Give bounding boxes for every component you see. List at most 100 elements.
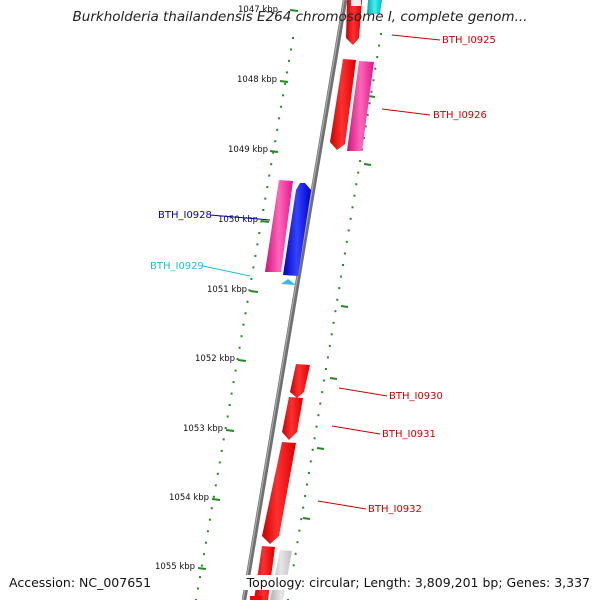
track-dot [338,287,341,290]
gene-label-BTH_I0925[interactable]: BTH_I0925 [442,35,496,46]
gene-labels: BTH_I0925 BTH_I0926 BTH_I0928 BTH_I0929 … [150,35,496,515]
track-dot [238,346,241,349]
track-dot [199,576,201,579]
track-dot [326,356,329,359]
tick-label-1047: 1047 kbp [238,5,278,15]
map-title: Burkholderia thailandensis E264 chromoso… [72,9,528,25]
tick-label-1051: 1051 kbp [207,285,247,295]
gene-BTH_I0928-pink[interactable] [265,180,293,272]
track-dot [345,240,348,243]
track-dot [319,402,322,405]
gene-bottom-red-2[interactable] [250,596,262,600]
gene-cyan-partial[interactable] [367,0,382,14]
track-dot [226,415,229,418]
track-dot [376,56,379,59]
gene-features [250,0,382,600]
track-dot [240,335,243,338]
track-dot [370,90,373,93]
tick-mark [211,498,221,501]
track-dot [288,59,290,62]
track-dot [342,264,344,266]
track-dot [234,369,237,372]
track-dot [332,321,335,324]
track-dot [307,471,310,474]
track-dot [313,437,316,440]
track-dot [204,541,207,544]
track-dot [224,427,227,429]
track-dot [256,243,259,246]
gene-BTH_I0930-arrow[interactable] [290,364,310,398]
track-dot [368,102,371,105]
track-dot [315,425,318,428]
track-dot [228,404,231,406]
tick-mark [260,220,270,223]
track-dot [330,333,333,336]
track-dot [270,163,273,166]
track-dot [294,552,297,555]
track-dot [258,232,261,234]
track-dot [306,483,308,486]
gene-gray-partial[interactable] [351,0,361,6]
tick-label-1049: 1049 kbp [228,145,268,155]
track-dot [311,448,314,451]
tick-label-1054: 1054 kbp [169,493,209,503]
track-dot [282,94,285,97]
track-dot [242,323,245,326]
gene-label-BTH_I0926[interactable]: BTH_I0926 [433,110,487,121]
track-dot [304,495,307,497]
tick-mark [225,429,235,432]
tick-mark [279,80,289,83]
track-dot [220,449,223,452]
track-dot [264,197,267,200]
gene-BTH_I0925-arrow[interactable] [346,0,362,45]
track-dot [212,495,215,498]
track-dot [340,275,343,278]
track-dot [286,71,289,74]
gene-label-BTH_I0930[interactable]: BTH_I0930 [389,391,443,402]
topology-text: Topology: circular; Length: 3,809,201 bp… [242,575,590,590]
track-dot [246,300,249,303]
track-dot [202,553,205,556]
gene-BTH_I0926-pink[interactable] [347,61,374,151]
track-dot [254,254,257,257]
track-dot [334,310,337,313]
track-dot [278,117,281,120]
tick-mark [289,9,299,12]
gene-BTH_I0929-marker[interactable] [281,279,296,285]
track-dot [343,252,346,255]
gene-BTH_I0926-arrow[interactable] [330,59,356,150]
track-dot [353,194,356,197]
track-dot [230,392,233,395]
track-dot [236,358,239,361]
track-dot [355,183,358,186]
track-dot [208,518,211,521]
track-dot [309,460,312,463]
track-dot [290,48,292,51]
track-dot [244,312,247,315]
gene-label-BTH_I0929[interactable]: BTH_I0929 [150,261,204,272]
track-dot [321,391,324,394]
tick-label-1055: 1055 kbp [155,562,195,572]
track-dot [328,344,331,347]
gene-label-BTH_I0928[interactable]: BTH_I0928 [158,210,212,221]
gene-label-BTH_I0932[interactable]: BTH_I0932 [368,504,422,515]
tick-label-1048: 1048 kbp [237,75,277,85]
track-dot [357,171,360,174]
tick-mark [269,150,279,153]
gene-BTH_I0928-blue[interactable] [283,183,311,276]
track-dot [197,587,199,590]
outer-track-dashes [302,95,376,520]
track-dot [266,186,269,189]
ruler-ticks: 1047 kbp 1048 kbp 1049 kbp 1050 kbp 1051… [155,5,299,572]
outer-guide-track [287,33,382,600]
gene-BTH_I0932-arrow[interactable] [262,442,296,544]
gene-label-BTH_I0931[interactable]: BTH_I0931 [382,429,436,440]
track-dot [317,414,320,417]
track-dot [364,125,367,128]
track-dot [336,298,339,301]
gene-BTH_I0931-arrow[interactable] [282,397,303,440]
track-dot [378,44,381,47]
track-dot [298,529,301,532]
track-dot [250,277,253,280]
